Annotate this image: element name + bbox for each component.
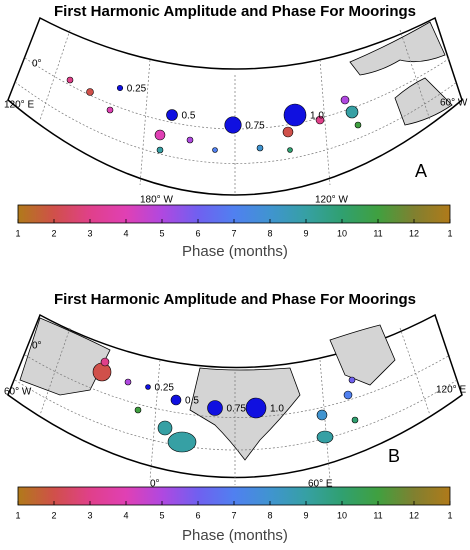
amplitude-legend-circle: [207, 400, 223, 416]
amplitude-legend-label: 0.25: [127, 84, 147, 95]
map-frame: [7, 16, 463, 196]
mooring: [106, 106, 114, 114]
graticule-label: 0°: [150, 479, 160, 490]
land: [329, 324, 396, 386]
colorbar-tick-label: 6: [195, 228, 200, 238]
mooring: [348, 376, 356, 384]
land: [189, 367, 301, 461]
panel-title: First Harmonic Amplitude and Phase For M…: [54, 3, 416, 20]
land: [19, 317, 111, 396]
mooring: [354, 121, 362, 129]
graticule-label: 60° W: [4, 387, 32, 398]
graticule: [14, 327, 458, 485]
mooring: [282, 126, 294, 138]
graticule-label: 0°: [32, 59, 42, 70]
land: [394, 77, 453, 126]
moorings: [92, 357, 359, 453]
panel-letter: B: [388, 446, 400, 466]
mooring: [256, 144, 264, 152]
colorbar-tick-label: 5: [159, 510, 164, 520]
mooring: [92, 362, 112, 382]
mooring: [212, 147, 218, 153]
colorbar-tick-label: 2: [51, 510, 56, 520]
colorbar-tick-label: 9: [303, 510, 308, 520]
graticule-label: 180° W: [140, 195, 173, 206]
mooring: [316, 409, 328, 421]
graticule-label: 60° W: [440, 98, 468, 109]
graticule-label: 120° W: [315, 195, 348, 206]
mooring: [345, 105, 359, 119]
mooring: [351, 416, 359, 424]
mooring: [100, 357, 110, 367]
amplitude-legend-circle: [224, 116, 242, 134]
amplitude-legend-label: 0.25: [155, 383, 175, 394]
mooring: [134, 406, 142, 414]
colorbar-tick-label: 8: [267, 510, 272, 520]
colorbar-tick-label: 7: [231, 510, 236, 520]
mooring: [287, 147, 293, 153]
mooring: [86, 88, 94, 96]
colorbar-tick-label: 1: [447, 510, 452, 520]
amplitude-legend-circle: [145, 384, 151, 390]
colorbar-tick-label: 10: [337, 228, 347, 238]
amplitude-legend-label: 1.0: [310, 111, 324, 122]
mooring: [124, 378, 132, 386]
colorbar-tick-label: 7: [231, 228, 236, 238]
amplitude-legend-label: 0.5: [185, 396, 199, 407]
colorbar-tick-label: 9: [303, 228, 308, 238]
colorbar-tick-label: 4: [123, 510, 128, 520]
amplitude-legend-circle: [245, 397, 267, 419]
graticule-label: 120° E: [436, 385, 466, 396]
mooring: [167, 431, 197, 453]
mooring: [316, 430, 334, 444]
graticule-label: 120° E: [4, 100, 34, 111]
colorbar-label: Phase (months): [182, 527, 288, 544]
colorbar-tick-label: 5: [159, 228, 164, 238]
mooring: [156, 146, 164, 154]
mooring: [154, 129, 166, 141]
amplitude-legend-circle: [116, 84, 124, 92]
colorbar-tick-label: 6: [195, 510, 200, 520]
mooring: [340, 95, 350, 105]
panel-letter: A: [415, 161, 427, 181]
moorings: [66, 76, 362, 154]
amplitude-legend-circle: [166, 109, 178, 121]
amplitude-legend-label: 0.75: [245, 121, 265, 132]
colorbar-tick-label: 8: [267, 228, 272, 238]
amplitude-legend-label: 0.75: [227, 404, 247, 415]
colorbar-tick-label: 1: [447, 228, 452, 238]
colorbar-label: Phase (months): [182, 243, 288, 260]
graticule-label: 0°: [32, 341, 42, 352]
colorbar-tick-label: 4: [123, 228, 128, 238]
graticule-label: 60° E: [308, 479, 333, 490]
land: [349, 21, 446, 76]
colorbar-tick-label: 1: [15, 228, 20, 238]
colorbar-tick-label: 3: [87, 228, 92, 238]
colorbar-tick-label: 2: [51, 228, 56, 238]
amplitude-legend-label: 0.5: [182, 111, 196, 122]
colorbar-tick-label: 12: [409, 228, 419, 238]
colorbar-tick-label: 11: [373, 228, 382, 238]
panel-title: First Harmonic Amplitude and Phase For M…: [54, 291, 416, 308]
mooring: [66, 76, 74, 84]
colorbar-tick-label: 3: [87, 510, 92, 520]
amplitude-legend-label: 1.0: [270, 404, 284, 415]
graticule: [14, 29, 458, 195]
colorbar-tick-label: 1: [15, 510, 20, 520]
mooring: [157, 420, 173, 436]
mooring: [315, 115, 325, 125]
amplitude-legend-circle: [283, 103, 307, 127]
mooring: [343, 390, 353, 400]
colorbar-tick-label: 11: [373, 510, 382, 520]
colorbar-tick-label: 12: [409, 510, 419, 520]
colorbar-tick-label: 10: [337, 510, 347, 520]
amplitude-legend-circle: [170, 394, 182, 406]
mooring: [186, 136, 194, 144]
